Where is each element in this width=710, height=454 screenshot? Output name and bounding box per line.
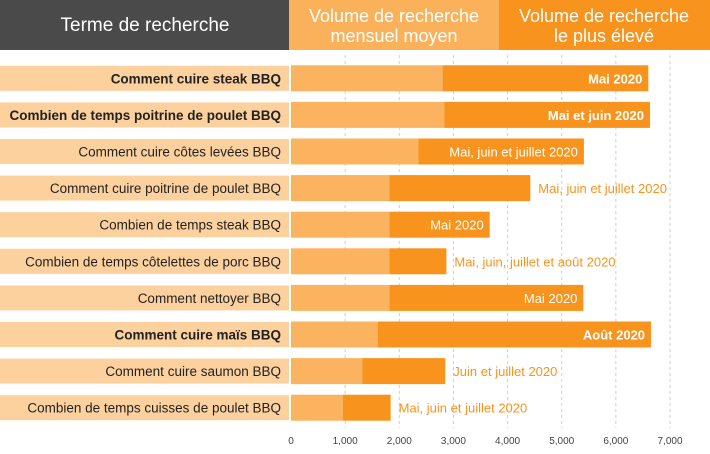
bar-average-volume: [291, 358, 363, 385]
table-header: Terme de recherche Volume de recherche m…: [0, 0, 710, 50]
category-label: Comment cuire poitrine de poulet BBQ: [50, 181, 281, 196]
row-band: [0, 248, 289, 274]
bar-average-volume: [291, 65, 443, 92]
bar-average-volume: [291, 101, 445, 128]
category-label: Comment cuire côtes levées BBQ: [78, 145, 281, 160]
x-tick-label: 1,000: [333, 436, 358, 447]
peak-period-label: Mai 2020: [524, 291, 577, 306]
header-term-bg: [0, 0, 289, 50]
category-label: Combien de temps poitrine de poulet BBQ: [9, 108, 281, 123]
bar-peak-volume: [389, 175, 531, 202]
row-band: [0, 322, 289, 347]
bar-peak-volume: [362, 358, 446, 385]
peak-period-label: Mai 2020: [430, 218, 483, 233]
header-peak-label-line1: Volume de recherche: [519, 6, 689, 26]
header-peak-label-line2: le plus élevé: [554, 26, 654, 46]
x-tick-label: 5,000: [549, 436, 574, 447]
category-labels: Comment cuire steak BBQ Combien de temps …: [9, 71, 281, 415]
x-axis-ticks: 0 1,000 2,000 3,000 4,000 5,000 6,000 7,000: [288, 436, 683, 447]
bar-peak-volume: [389, 284, 584, 311]
row-band: [0, 395, 289, 421]
bar-peak-volume: [389, 248, 447, 275]
peak-period-label: Mai et juin 2020: [548, 108, 644, 123]
bar-peak-volume: [418, 138, 584, 165]
x-tick-label: 7,000: [657, 436, 682, 447]
row-band: [0, 65, 289, 91]
bar-peak-volume: [389, 211, 490, 238]
category-label: Combien de temps steak BBQ: [99, 218, 281, 233]
bar-average-volume: [291, 394, 343, 421]
category-label: Combien de temps cuisses de poulet BBQ: [27, 401, 281, 416]
bars: [291, 65, 652, 421]
bar-average-volume: [291, 211, 390, 238]
peak-period-label: Août 2020: [583, 328, 645, 343]
x-tick-label: 3,000: [441, 436, 466, 447]
row-band: [0, 139, 289, 164]
row-band: [0, 102, 289, 128]
x-tick-label: 0: [288, 436, 294, 447]
header-volume-label-line2: mensuel moyen: [330, 26, 457, 46]
peak-period-label: Mai, juin et juillet 2020: [538, 181, 667, 196]
x-tick-label: 4,000: [495, 436, 520, 447]
bar-average-volume: [291, 138, 419, 165]
bar-peak-volume: [442, 65, 649, 92]
peak-period-label: Mai, juin et juillet 2020: [399, 401, 528, 416]
peak-period-label: Mai, juin, juillet et août 2020: [454, 254, 615, 269]
bar-average-volume: [291, 284, 390, 311]
row-band: [0, 358, 289, 384]
category-label: Comment cuire steak BBQ: [111, 71, 281, 86]
peak-period-label: Juin et juillet 2020: [453, 364, 557, 379]
bar-peak-volume: [342, 394, 391, 421]
category-label: Combien de temps côtelettes de porc BBQ: [25, 254, 281, 269]
peak-labels: Mai 2020 Mai et juin 2020 Mai, juin et jui…: [399, 71, 667, 415]
peak-period-label: Mai 2020: [588, 71, 642, 86]
row-band: [0, 285, 289, 311]
header-volume-bg: [289, 0, 499, 50]
row-band: [0, 212, 289, 238]
category-label: Comment nettoyer BBQ: [138, 291, 281, 306]
x-tick-label: 6,000: [603, 436, 628, 447]
bar-average-volume: [291, 321, 378, 348]
header-volume-label-line1: Volume de recherche: [309, 6, 479, 26]
row-bands: [0, 65, 289, 421]
bar-average-volume: [291, 248, 390, 275]
bar-peak-volume: [377, 321, 652, 348]
header-peak-bg: [499, 0, 710, 50]
bar-average-volume: [291, 175, 390, 202]
peak-period-label: Mai, juin et juillet 2020: [449, 145, 578, 160]
bar-peak-volume: [444, 101, 650, 128]
row-band: [0, 175, 289, 201]
x-tick-label: 2,000: [387, 436, 412, 447]
category-label: Comment cuire maïs BBQ: [114, 328, 281, 343]
category-label: Comment cuire saumon BBQ: [105, 364, 281, 379]
header-term-label: Terme de recherche: [61, 15, 230, 36]
